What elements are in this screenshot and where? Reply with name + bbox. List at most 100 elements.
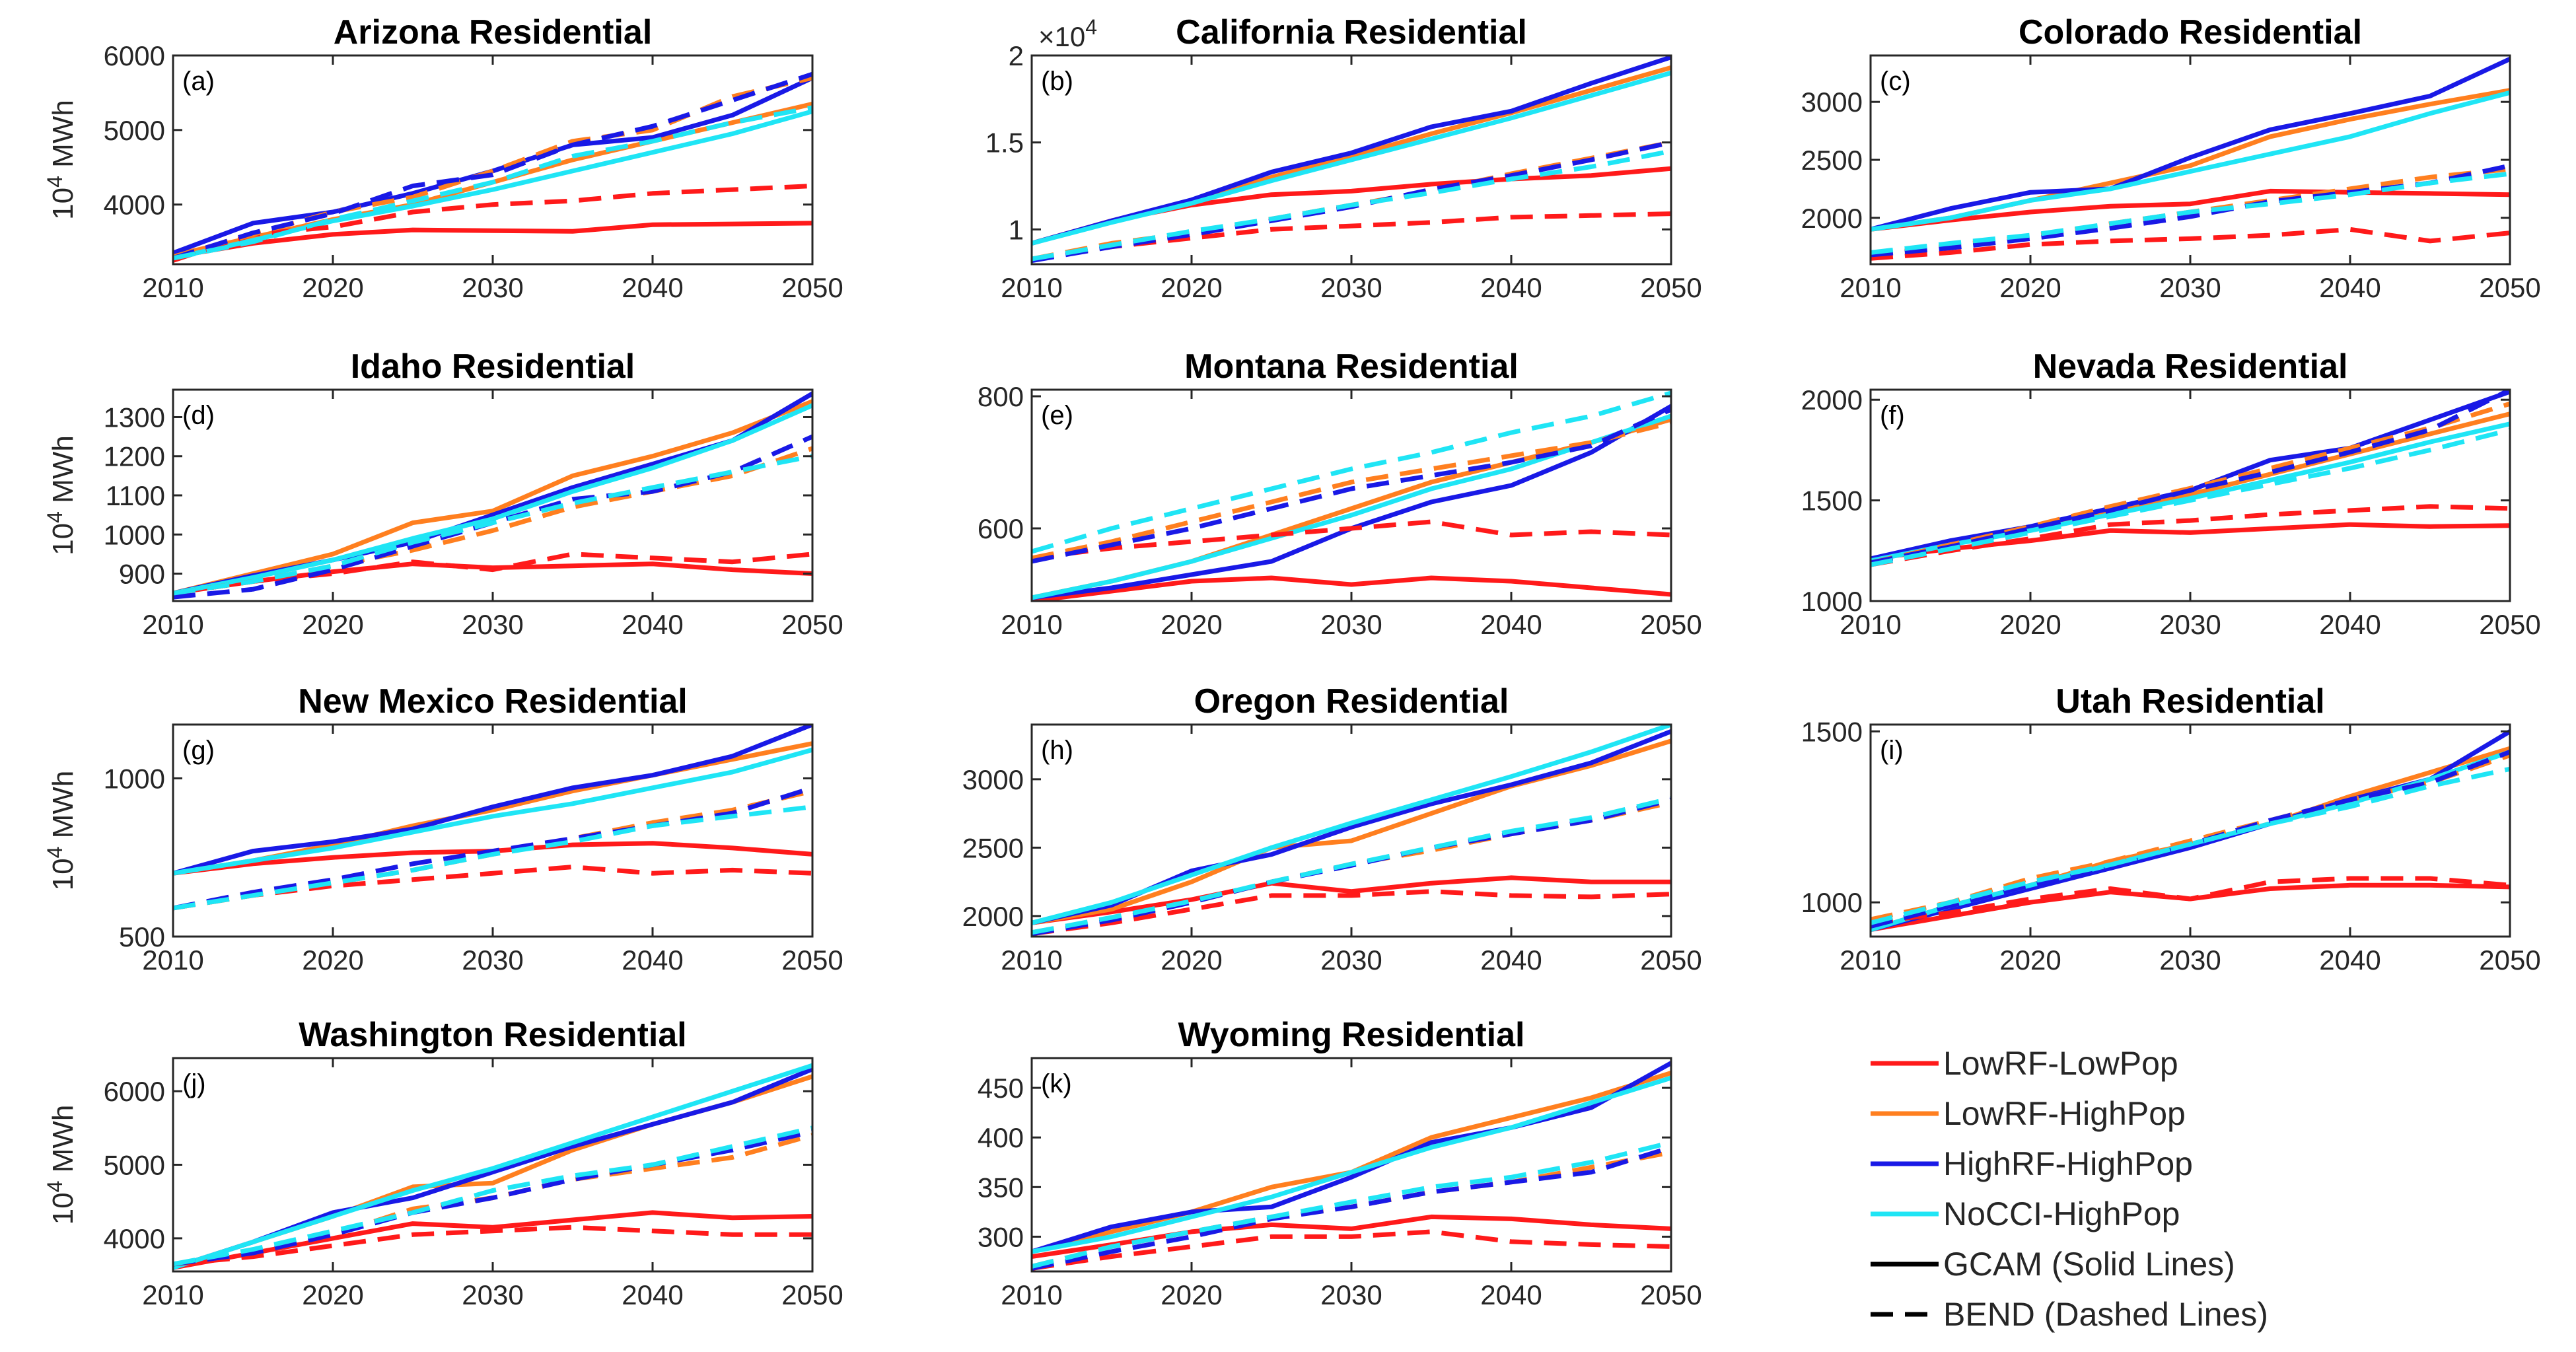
series-line-lowrf-lowpop-bend bbox=[1871, 876, 2510, 925]
x-tick-label: 2040 bbox=[2319, 609, 2380, 640]
x-tick-label: 2030 bbox=[1320, 609, 1382, 640]
series-line-nocci-highpop-gcam bbox=[1032, 70, 1671, 246]
x-tick-label: 2040 bbox=[622, 272, 683, 303]
legend-label: LowRF-HighPop bbox=[1943, 1095, 2186, 1132]
panel-letter: (h) bbox=[1041, 736, 1073, 765]
y-tick-label: 1000 bbox=[1801, 887, 1863, 918]
x-tick-label: 2040 bbox=[1480, 609, 1542, 640]
series-line-nocci-highpop-bend bbox=[1871, 766, 2510, 925]
series-line-lowrf-lowpop-bend bbox=[173, 551, 812, 596]
series-line-nocci-highpop-bend bbox=[173, 804, 812, 911]
x-tick-label: 2030 bbox=[462, 1279, 523, 1310]
legend: LowRF-LowPop LowRF-HighPop HighRF-HighPop N… bbox=[1871, 1045, 2268, 1333]
series-line-nocci-highpop-gcam bbox=[1032, 1075, 1671, 1254]
legend-label: NoCCI-HighPop bbox=[1943, 1195, 2180, 1232]
y-tick-label: 1000 bbox=[1801, 586, 1863, 617]
panel-letter: (c) bbox=[1880, 67, 1911, 96]
y-tick-label: 1000 bbox=[104, 763, 165, 794]
series-group bbox=[1871, 57, 2510, 261]
panel-letter: (d) bbox=[182, 401, 215, 430]
x-tick-label: 2040 bbox=[1480, 272, 1542, 303]
x-tick-label: 2030 bbox=[2159, 272, 2221, 303]
series-line-nocci-highpop-bend bbox=[1871, 171, 2510, 255]
x-tick-label: 2030 bbox=[2159, 944, 2221, 976]
legend-label: LowRF-LowPop bbox=[1943, 1045, 2178, 1082]
series-group bbox=[1032, 725, 1671, 937]
x-tick-label: 2050 bbox=[2479, 609, 2540, 640]
y-tick-label: 2500 bbox=[962, 832, 1024, 863]
panel-title: Oregon Residential bbox=[1194, 682, 1509, 721]
panel-letter: (g) bbox=[182, 736, 215, 765]
series-group bbox=[1871, 729, 2510, 933]
y-tick-label: 450 bbox=[978, 1073, 1024, 1104]
panel-3: 2010 2020 2030 2040 2050 2000 2500 3000 Colorado… bbox=[1801, 13, 2541, 303]
y-tick-label: 3000 bbox=[962, 764, 1024, 795]
panel-title: Montana Residential bbox=[1184, 347, 1519, 386]
series-line-lowrf-lowpop-gcam bbox=[1032, 875, 1671, 925]
series-line-nocci-highpop-bend bbox=[1032, 1140, 1671, 1269]
panel-title: Idaho Residential bbox=[351, 347, 635, 386]
series-line-highrf-highpop-bend bbox=[173, 785, 812, 911]
y-axis-label: 104 MWh bbox=[43, 1105, 79, 1225]
series-line-nocci-highpop-bend bbox=[173, 454, 812, 596]
series-line-lowrf-lowpop-bend bbox=[1032, 1229, 1671, 1271]
x-tick-label: 2050 bbox=[781, 272, 843, 303]
panels: 2010 2020 2030 2040 2050 4000 5000 6000 Arizona … bbox=[43, 13, 2541, 1310]
panel-title: Colorado Residential bbox=[2019, 13, 2362, 52]
series-line-lowrf-highpop-bend bbox=[1032, 420, 1671, 561]
x-tick-label: 2030 bbox=[462, 272, 523, 303]
y-tick-label: 1.5 bbox=[985, 127, 1024, 159]
y-tick-label: 3000 bbox=[1801, 87, 1863, 118]
x-tick-label: 2040 bbox=[622, 944, 683, 976]
y-tick-label: 6000 bbox=[104, 40, 165, 71]
series-line-lowrf-highpop-gcam bbox=[173, 399, 812, 596]
y-tick-label: 1500 bbox=[1801, 716, 1863, 747]
panel-title: New Mexico Residential bbox=[298, 682, 688, 721]
y-tick-label: 2 bbox=[1009, 40, 1024, 71]
x-tick-label: 2040 bbox=[1480, 944, 1542, 976]
series-line-highrf-highpop-bend bbox=[1871, 390, 2510, 565]
y-tick-label: 350 bbox=[978, 1172, 1024, 1203]
y-tick-label: 1300 bbox=[104, 402, 165, 433]
x-tick-label: 2010 bbox=[1840, 609, 1901, 640]
y-tick-label: 1200 bbox=[104, 441, 165, 472]
x-tick-label: 2050 bbox=[781, 1279, 843, 1310]
x-tick-label: 2020 bbox=[302, 272, 363, 303]
series-group bbox=[1032, 55, 1671, 264]
series-group bbox=[173, 71, 812, 263]
y-axis-label: 104 MWh bbox=[43, 435, 79, 555]
series-line-highrf-highpop-bend bbox=[173, 1129, 812, 1267]
series-line-nocci-highpop-bend bbox=[1871, 427, 2510, 567]
x-tick-label: 2020 bbox=[302, 609, 363, 640]
series-group bbox=[1032, 1061, 1671, 1271]
y-tick-label: 1000 bbox=[104, 519, 165, 550]
panel-letter: (i) bbox=[1880, 736, 1904, 765]
panel-letter: (b) bbox=[1041, 67, 1073, 96]
x-tick-label: 2020 bbox=[1999, 944, 2061, 976]
x-tick-label: 2040 bbox=[622, 609, 683, 640]
x-tick-label: 2030 bbox=[1320, 944, 1382, 976]
y-tick-label: 2000 bbox=[1801, 384, 1863, 415]
series-line-lowrf-lowpop-bend bbox=[1032, 889, 1671, 937]
x-tick-label: 2020 bbox=[1161, 944, 1222, 976]
panel-11: 2010 2020 2030 2040 2050 300 350 400 450 Wyoming … bbox=[978, 1016, 1702, 1310]
panel-letter: (f) bbox=[1880, 401, 1905, 430]
x-tick-label: 2050 bbox=[1640, 944, 1701, 976]
series-line-nocci-highpop-bend bbox=[173, 105, 812, 261]
y-tick-label: 1100 bbox=[106, 480, 165, 511]
y-tick-label: 400 bbox=[978, 1122, 1024, 1153]
x-tick-label: 2010 bbox=[1001, 1279, 1062, 1310]
y-tick-label: 500 bbox=[119, 921, 165, 952]
series-line-highrf-highpop-gcam bbox=[173, 725, 812, 876]
panel-title: Nevada Residential bbox=[2033, 347, 2348, 386]
x-tick-label: 2050 bbox=[781, 944, 843, 976]
x-tick-label: 2020 bbox=[1999, 609, 2061, 640]
y-tick-label: 800 bbox=[978, 381, 1024, 412]
x-tick-label: 2020 bbox=[302, 1279, 363, 1310]
series-group bbox=[173, 391, 812, 600]
x-tick-label: 2040 bbox=[2319, 944, 2380, 976]
series-line-nocci-highpop-gcam bbox=[1032, 725, 1671, 925]
legend-label: BEND (Dashed Lines) bbox=[1943, 1296, 2268, 1333]
series-line-nocci-highpop-gcam bbox=[173, 1063, 812, 1270]
